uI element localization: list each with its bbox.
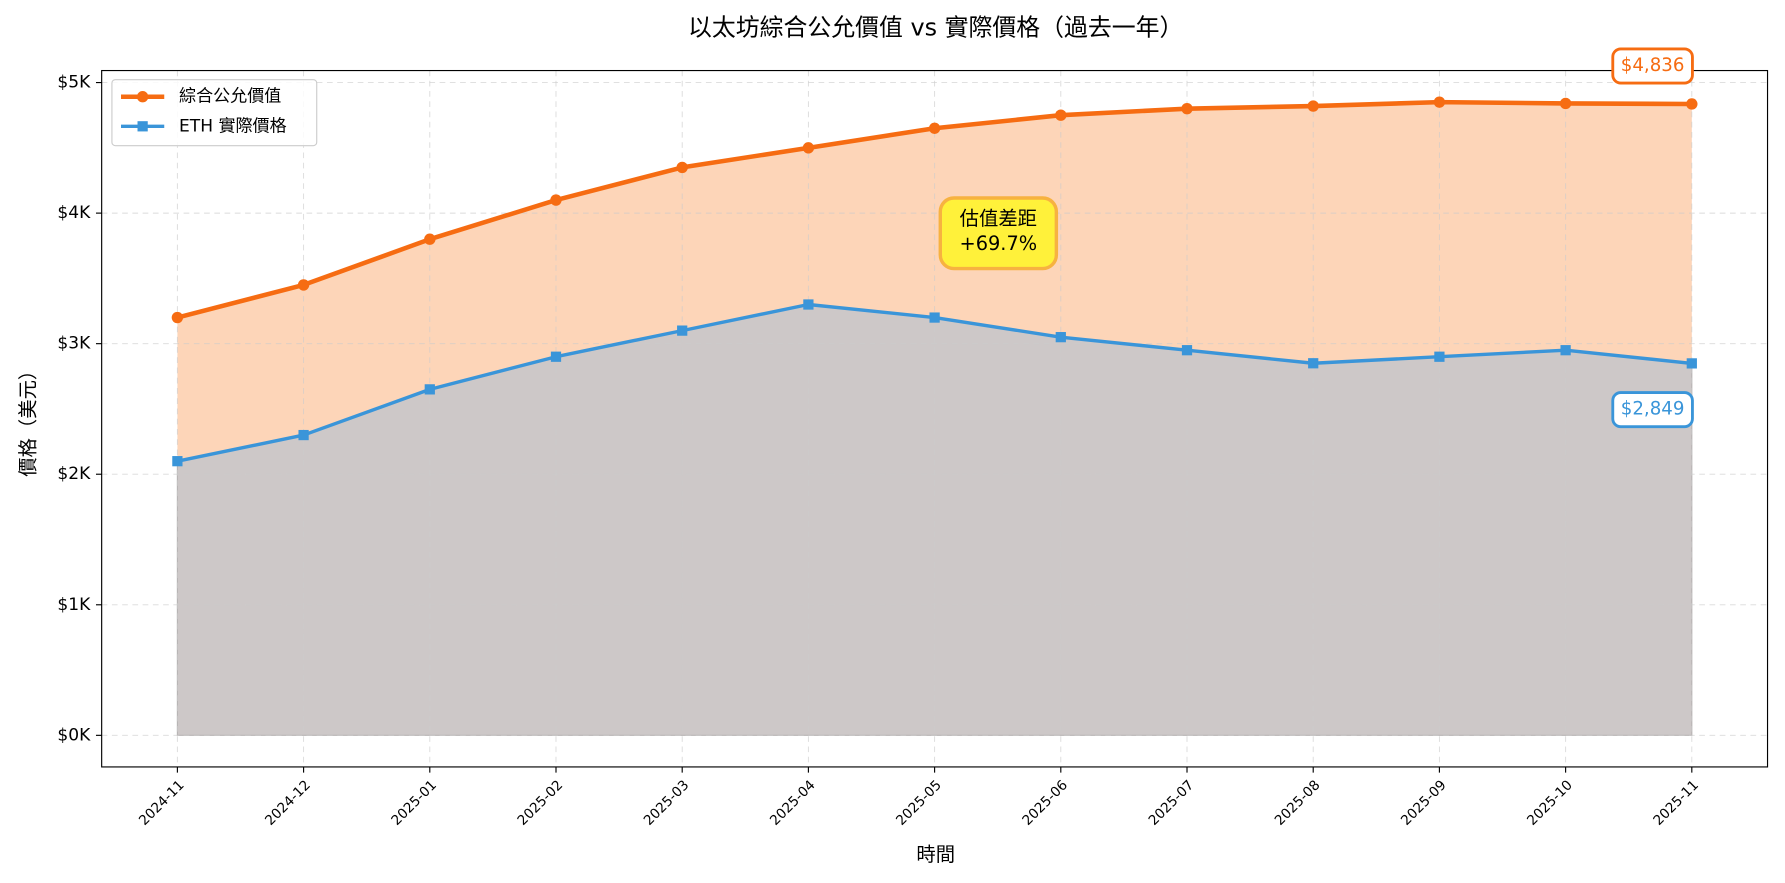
point	[550, 351, 562, 362]
plot-frame	[101, 69, 1769, 768]
point	[1433, 96, 1446, 108]
gap-annotation-box	[938, 196, 1059, 271]
end-label: $2,849	[1621, 399, 1685, 420]
point	[803, 299, 814, 310]
legend-label: 綜合公允價值	[179, 87, 281, 107]
point	[928, 122, 941, 134]
point	[802, 142, 815, 154]
point	[172, 456, 183, 467]
point	[676, 161, 688, 174]
point	[424, 384, 435, 395]
legend-marker	[137, 121, 148, 132]
point	[1307, 100, 1319, 112]
x-axis-label: 時間	[916, 843, 955, 866]
point	[550, 194, 562, 206]
y-tick-label: $4K	[57, 203, 91, 223]
point	[1434, 351, 1445, 362]
gap-annotation: 估值差距	[960, 207, 1037, 230]
point	[1181, 102, 1193, 115]
end-label-box	[1611, 47, 1694, 85]
chart-title: 以太坊綜合公允價值 vs 實際價格（過去一年）	[688, 13, 1183, 41]
point	[677, 325, 688, 336]
point	[1055, 109, 1067, 121]
point	[1686, 98, 1698, 110]
point	[298, 429, 309, 441]
end-label-box	[1611, 391, 1694, 429]
y-tick-label: $5K	[57, 73, 91, 93]
y-tick-label: $2K	[57, 464, 91, 484]
point	[1181, 345, 1193, 356]
point	[1055, 332, 1066, 343]
end-label: $4,836	[1621, 55, 1685, 76]
gap-area	[177, 102, 1692, 462]
point	[929, 312, 940, 323]
point	[1559, 97, 1572, 110]
point	[1308, 358, 1319, 369]
y-axis-label: 價格（美元）	[16, 361, 39, 477]
point	[424, 233, 436, 245]
gap-annotation: +69.7%	[960, 232, 1038, 255]
y-tick-label: $1K	[57, 595, 91, 615]
point	[171, 311, 184, 324]
legend-label: ETH 實際價格	[179, 116, 287, 136]
legend-marker	[136, 91, 149, 103]
point	[1686, 358, 1697, 369]
y-tick-label: $3K	[57, 334, 91, 354]
y-tick-label: $0K	[57, 725, 91, 745]
point	[1560, 345, 1571, 356]
point	[297, 279, 310, 291]
